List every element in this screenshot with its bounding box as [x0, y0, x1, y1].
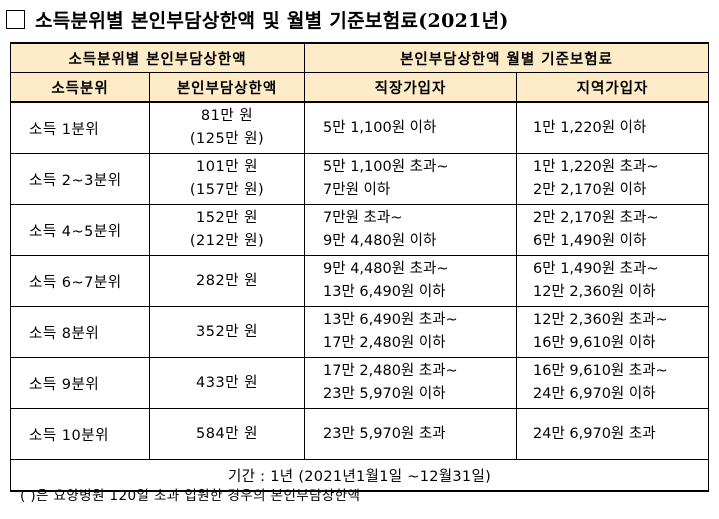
work-premium-cell-line: 7만원 이하 — [323, 182, 391, 198]
work-premium-cell: 7만원 초과~ 9만 4,480원 이하 — [304, 204, 518, 256]
work-premium-cell-line: 23만 5,970원 이하 — [323, 386, 446, 402]
decile-cell: 소득 6~7분위 — [10, 255, 150, 307]
header-work: 직장가입자 — [304, 72, 518, 103]
work-premium-cell-line: 13만 6,490원 이하 — [323, 284, 446, 300]
table-row: 소득 10분위 584만 원 23만 5,970원 초과 24만 6,970원 초과 — [10, 408, 710, 460]
work-premium-cell-line: 9만 4,480원 이하 — [323, 233, 437, 249]
work-premium-cell-line: 9만 4,480원 초과~ — [323, 261, 449, 277]
table-body: 소득 1분위 81만 원 (125만 원) 5만 1,100원 이하 1만 1,220원… — [9, 101, 710, 492]
amount-cell-line: 584만 원 — [196, 425, 258, 442]
amount-cell-line: (157만 원) — [189, 182, 265, 198]
region-premium-cell-line: 24만 6,970원 초과 — [533, 425, 656, 442]
table-row: 소득 4~5분위 152만 원 (212만 원) 7만원 초과~ 9만 4,480원 이… — [10, 204, 710, 256]
region-premium-cell-line: 2만 2,170원 초과~ — [533, 210, 659, 226]
region-premium-cell-line: 6만 1,490원 초과~ — [533, 261, 659, 277]
amount-cell-line: 101만 원 — [196, 159, 258, 175]
amount-cell-line: (212만 원) — [189, 233, 265, 249]
table-row: 소득 1분위 81만 원 (125만 원) 5만 1,100원 이하 1만 1,220원… — [10, 101, 710, 154]
region-premium-cell: 1만 1,220원 초과~ 2만 2,170원 이하 — [516, 153, 710, 205]
work-premium-cell-line: 5만 1,100원 초과~ — [323, 159, 449, 175]
region-premium-cell-line: 16만 9,610원 초과~ — [533, 363, 668, 379]
amount-cell-line: (125만 원) — [189, 131, 265, 147]
table-row: 소득 2~3분위 101만 원 (157만 원) 5만 1,100원 초과~ 7만원 이… — [10, 153, 710, 205]
work-premium-cell: 23만 5,970원 초과 — [304, 408, 518, 460]
work-premium-cell: 17만 2,480원 초과~ 23만 5,970원 이하 — [304, 357, 518, 409]
region-premium-cell-line: 1만 1,220원 초과~ — [533, 159, 659, 175]
page-title: 소득분위별 본인부담상한액 및 월별 기준보험료(2021년) — [35, 9, 509, 32]
amount-cell: 433만 원 — [148, 357, 306, 409]
work-premium-cell-line: 23만 5,970원 초과 — [323, 425, 446, 442]
period-text: 기간 : 1년 (2021년1월1일 ~12월31일) — [9, 459, 710, 492]
header-decile: 소득분위 — [10, 72, 150, 103]
region-premium-cell-line: 16만 9,610원 이하 — [533, 335, 656, 351]
region-premium-cell: 16만 9,610원 초과~ 24만 6,970원 이하 — [516, 357, 710, 409]
amount-cell-line: 282만 원 — [196, 272, 258, 289]
decile-cell: 소득 4~5분위 — [10, 204, 150, 256]
amount-cell: 81만 원 (125만 원) — [148, 101, 306, 154]
amount-cell-line: 433만 원 — [196, 374, 258, 391]
decile-cell: 소득 10분위 — [10, 408, 150, 460]
header-region: 지역가입자 — [516, 72, 710, 103]
decile-cell: 소득 1분위 — [10, 101, 150, 154]
header-group-cap: 소득분위별 본인부담상한액 — [9, 42, 306, 73]
work-premium-cell-line: 7만원 초과~ — [323, 210, 403, 226]
decile-cell: 소득 8분위 — [10, 306, 150, 358]
amount-cell: 584만 원 — [148, 408, 306, 460]
amount-cell: 101만 원 (157만 원) — [148, 153, 306, 205]
table-row: 소득 8분위 352만 원 13만 6,490원 초과~ 17만 2,480원 이하 1… — [10, 306, 710, 358]
amount-cell: 152만 원 (212만 원) — [148, 204, 306, 256]
premium-table: 소득분위별 본인부담상한액 본인부담상한액 월별 기준보험료 소득분위 본인부담… — [9, 42, 710, 492]
region-premium-cell-line: 12만 2,360원 이하 — [533, 284, 656, 300]
region-premium-cell-line: 12만 2,360원 초과~ — [533, 312, 668, 328]
header-column-row: 소득분위 본인부담상한액 직장가입자 지역가입자 — [10, 72, 710, 103]
region-premium-cell: 6만 1,490원 초과~ 12만 2,360원 이하 — [516, 255, 710, 307]
work-premium-cell-line: 17만 2,480원 이하 — [323, 335, 446, 351]
decile-cell: 소득 9분위 — [10, 357, 150, 409]
work-premium-cell: 9만 4,480원 초과~ 13만 6,490원 이하 — [304, 255, 518, 307]
amount-cell-line: 152만 원 — [196, 210, 258, 226]
amount-cell-line: 352만 원 — [196, 323, 258, 340]
footnote: ( )은 요양병원 120일 초과 입원한 경우의 본인부담상한액 — [20, 488, 361, 504]
work-premium-cell: 5만 1,100원 초과~ 7만원 이하 — [304, 153, 518, 205]
amount-cell: 352만 원 — [148, 306, 306, 358]
table-row: 소득 6~7분위 282만 원 9만 4,480원 초과~ 13만 6,490원 이하… — [10, 255, 710, 307]
region-premium-cell: 24만 6,970원 초과 — [516, 408, 710, 460]
period-row: 기간 : 1년 (2021년1월1일 ~12월31일) — [9, 459, 710, 492]
header-amount: 본인부담상한액 — [148, 72, 306, 103]
work-premium-cell: 13만 6,490원 초과~ 17만 2,480원 이하 — [304, 306, 518, 358]
checkbox-icon — [6, 9, 25, 29]
region-premium-cell-line: 24만 6,970원 이하 — [533, 386, 656, 402]
region-premium-cell: 2만 2,170원 초과~ 6만 1,490원 이하 — [516, 204, 710, 256]
amount-cell: 282만 원 — [148, 255, 306, 307]
region-premium-cell: 12만 2,360원 초과~ 16만 9,610원 이하 — [516, 306, 710, 358]
amount-cell-line: 81만 원 — [200, 108, 254, 124]
work-premium-cell-line: 17만 2,480원 초과~ — [323, 363, 458, 379]
region-premium-cell-line: 6만 1,490원 이하 — [533, 233, 647, 249]
table-row: 소득 9분위 433만 원 17만 2,480원 초과~ 23만 5,970원 이하 1… — [10, 357, 710, 409]
work-premium-cell-line: 5만 1,100원 이하 — [323, 119, 437, 136]
region-premium-cell-line: 2만 2,170원 이하 — [533, 182, 647, 198]
work-premium-cell-line: 13만 6,490원 초과~ — [323, 312, 458, 328]
title-row: 소득분위별 본인부담상한액 및 월별 기준보험료(2021년) — [6, 4, 509, 34]
region-premium-cell-line: 1만 1,220원 이하 — [533, 119, 647, 136]
decile-cell: 소득 2~3분위 — [10, 153, 150, 205]
work-premium-cell: 5만 1,100원 이하 — [304, 101, 518, 154]
region-premium-cell: 1만 1,220원 이하 — [516, 101, 710, 154]
header-group-row: 소득분위별 본인부담상한액 본인부담상한액 월별 기준보험료 — [9, 42, 710, 73]
header-group-premium: 본인부담상한액 월별 기준보험료 — [304, 42, 710, 73]
